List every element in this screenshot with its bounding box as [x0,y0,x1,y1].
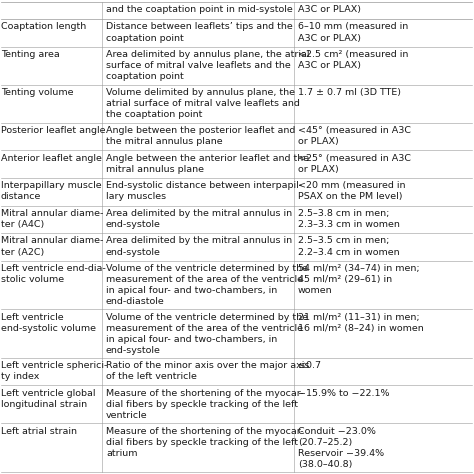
Text: Left ventricle spherici-
ty index: Left ventricle spherici- ty index [1,361,107,381]
Text: Anterior leaflet angle: Anterior leaflet angle [1,154,102,163]
Text: Mitral annular diame-
ter (A4C): Mitral annular diame- ter (A4C) [1,209,103,229]
Text: 54 ml/m² (34–74) in men;
45 ml/m² (29–61) in
women: 54 ml/m² (34–74) in men; 45 ml/m² (29–61… [298,264,419,295]
Text: 1.7 ± 0.7 ml (3D TTE): 1.7 ± 0.7 ml (3D TTE) [298,88,401,97]
Text: −15.9% to −22.1%: −15.9% to −22.1% [298,389,389,398]
Text: Angle between the posterior leaflet and
the mitral annulus plane: Angle between the posterior leaflet and … [106,126,295,146]
Text: A3C or PLAX): A3C or PLAX) [298,5,361,14]
Text: Measure of the shortening of the myocar-
dial fibers by speckle tracking of the : Measure of the shortening of the myocar-… [106,389,303,420]
Text: Mitral annular diame-
ter (A2C): Mitral annular diame- ter (A2C) [1,237,103,256]
Text: <20 mm (measured in
PSAX on the PM level): <20 mm (measured in PSAX on the PM level… [298,181,405,201]
Text: Ratio of the minor axis over the major axis
of the left ventricle: Ratio of the minor axis over the major a… [106,361,309,381]
Text: 6–10 mm (measured in
A3C or PLAX): 6–10 mm (measured in A3C or PLAX) [298,22,408,43]
Text: Coaptation length: Coaptation length [1,22,86,31]
Text: Left atrial strain: Left atrial strain [1,427,77,436]
Text: <25° (measured in A3C
or PLAX): <25° (measured in A3C or PLAX) [298,154,411,174]
Text: <2.5 cm² (measured in
A3C or PLAX): <2.5 cm² (measured in A3C or PLAX) [298,50,408,70]
Text: Tenting area: Tenting area [1,50,60,59]
Text: Left ventricle end-dia-
stolic volume: Left ventricle end-dia- stolic volume [1,264,106,284]
Text: End-systolic distance between interpapil-
lary muscles: End-systolic distance between interpapil… [106,181,302,201]
Text: Volume delimited by annulus plane, the
atrial surface of mitral valve leaflets a: Volume delimited by annulus plane, the a… [106,88,300,119]
Text: Area delimited by annulus plane, the atrial
surface of mitral valve leaflets and: Area delimited by annulus plane, the atr… [106,50,310,81]
Text: 21 ml/m² (11–31) in men;
16 ml/m² (8–24) in women: 21 ml/m² (11–31) in men; 16 ml/m² (8–24)… [298,312,424,333]
Text: Angle between the anterior leaflet and the
mitral annulus plane: Angle between the anterior leaflet and t… [106,154,309,174]
Text: <45° (measured in A3C
or PLAX): <45° (measured in A3C or PLAX) [298,126,411,146]
Text: Conduit −23.0%
(20.7–25.2)
Reservoir −39.4%
(38.0–40.8): Conduit −23.0% (20.7–25.2) Reservoir −39… [298,427,384,469]
Text: ≤0.7: ≤0.7 [298,361,321,370]
Text: 2.5–3.8 cm in men;
2.3–3.3 cm in women: 2.5–3.8 cm in men; 2.3–3.3 cm in women [298,209,400,229]
Text: Measure of the shortening of the myocar-
dial fibers by speckle tracking of the : Measure of the shortening of the myocar-… [106,427,303,458]
Text: Volume of the ventricle determined by the
measurement of the area of the ventric: Volume of the ventricle determined by th… [106,312,308,355]
Text: 2.5–3.5 cm in men;
2.2–3.4 cm in women: 2.5–3.5 cm in men; 2.2–3.4 cm in women [298,237,400,256]
Text: Left ventricle
end-systolic volume: Left ventricle end-systolic volume [1,312,96,333]
Text: and the coaptation point in mid-systole: and the coaptation point in mid-systole [106,5,292,14]
Text: Tenting volume: Tenting volume [1,88,73,97]
Text: Area delimited by the mitral annulus in
end-systole: Area delimited by the mitral annulus in … [106,237,292,256]
Text: Interpapillary muscle
distance: Interpapillary muscle distance [1,181,101,201]
Text: Posterior leaflet angle: Posterior leaflet angle [1,126,105,135]
Text: Distance between leaflets’ tips and the
coaptation point: Distance between leaflets’ tips and the … [106,22,292,43]
Text: Volume of the ventricle determined by the
measurement of the area of the ventric: Volume of the ventricle determined by th… [106,264,308,306]
Text: Left ventricle global
longitudinal strain: Left ventricle global longitudinal strai… [1,389,95,409]
Text: Area delimited by the mitral annulus in
end-systole: Area delimited by the mitral annulus in … [106,209,292,229]
